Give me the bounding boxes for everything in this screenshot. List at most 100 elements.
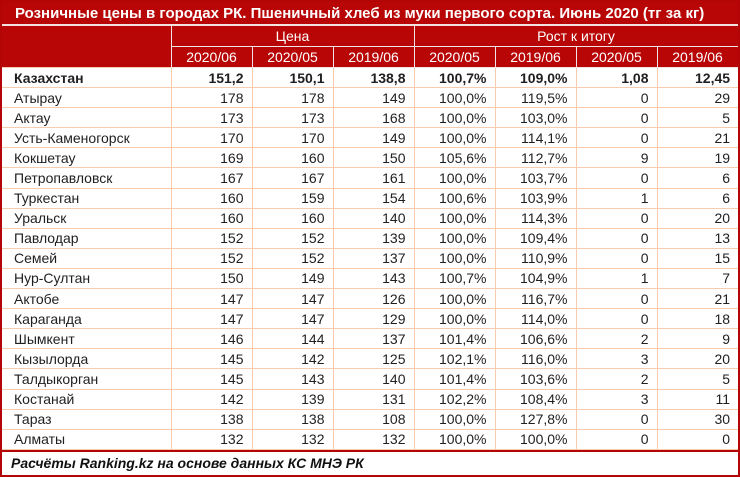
value-cell: 7	[656, 267, 738, 290]
column-header: 2020/06	[170, 46, 253, 68]
value-cell: 102,2%	[413, 388, 496, 410]
table-row: Актау 173 173 168 100,0% 103,0% 0 5	[2, 107, 738, 129]
value-cell: 152	[251, 247, 334, 269]
value-cell: 132	[332, 428, 415, 451]
value-cell: 147	[251, 308, 334, 330]
table-row: Алматы 132 132 132 100,0% 100,0% 0 0	[2, 428, 738, 451]
city-name-cell: Кызылорда	[2, 348, 172, 370]
value-cell: 173	[251, 107, 334, 129]
value-cell: 167	[251, 167, 334, 189]
value-cell: 132	[170, 428, 253, 451]
source-note: Расчёты Ranking.kz на основе данных КС М…	[2, 450, 738, 475]
value-cell: 100,7%	[413, 66, 496, 89]
value-cell: 0	[575, 87, 658, 109]
column-header: 2019/06	[332, 46, 415, 68]
city-name-cell: Кокшетау	[2, 147, 172, 169]
value-cell: 106,6%	[494, 328, 577, 350]
value-cell: 3	[575, 348, 658, 370]
value-cell: 5	[656, 107, 738, 129]
value-cell: 109,0%	[494, 66, 577, 89]
value-cell: 11	[656, 388, 738, 410]
value-cell: 154	[332, 187, 415, 209]
value-cell: 108	[332, 408, 415, 430]
value-cell: 100,0%	[413, 127, 496, 149]
table-row: Караганда 147 147 129 100,0% 114,0% 0 18	[2, 308, 738, 330]
value-cell: 139	[251, 388, 334, 410]
value-cell: 137	[332, 328, 415, 350]
value-cell: 127,8%	[494, 408, 577, 430]
value-cell: 178	[170, 87, 253, 109]
value-cell: 0	[575, 227, 658, 249]
city-name-cell: Алматы	[2, 428, 172, 451]
value-cell: 6	[656, 167, 738, 189]
value-cell: 103,0%	[494, 107, 577, 129]
value-cell: 20	[656, 348, 738, 370]
city-name-cell: Нур-Султан	[2, 267, 172, 290]
value-cell: 160	[251, 207, 334, 229]
table-row: Павлодар 152 152 139 100,0% 109,4% 0 13	[2, 227, 738, 249]
value-cell: 150,1	[251, 66, 334, 89]
column-header: 2019/06	[494, 46, 577, 68]
value-cell: 21	[656, 127, 738, 149]
table-row: Петропавловск 167 167 161 100,0% 103,7% 0 6	[2, 167, 738, 189]
city-name-cell: Петропавловск	[2, 167, 172, 189]
city-name-cell: Павлодар	[2, 227, 172, 249]
value-cell: 149	[332, 87, 415, 109]
value-cell: 173	[170, 107, 253, 129]
value-cell: 9	[656, 328, 738, 350]
value-cell: 119,5%	[494, 87, 577, 109]
table-row: Шымкент 146 144 137 101,4% 106,6% 2 9	[2, 328, 738, 350]
value-cell: 3	[575, 388, 658, 410]
value-cell: 100,6%	[413, 187, 496, 209]
value-cell: 114,0%	[494, 308, 577, 330]
value-cell: 100,0%	[413, 87, 496, 109]
price-table: Цена Рост к итогу 2020/06 2020/05 2019/0…	[2, 25, 738, 451]
value-cell: 145	[170, 348, 253, 370]
value-cell: 137	[332, 247, 415, 269]
value-cell: 103,9%	[494, 187, 577, 209]
value-cell: 167	[170, 167, 253, 189]
value-cell: 100,0%	[413, 288, 496, 310]
value-cell: 168	[332, 107, 415, 129]
table-row: Туркестан 160 159 154 100,6% 103,9% 1 6	[2, 187, 738, 209]
city-name-cell: Семей	[2, 247, 172, 269]
value-cell: 0	[575, 308, 658, 330]
value-cell: 160	[170, 207, 253, 229]
value-cell: 151,2	[170, 66, 253, 89]
value-cell: 29	[656, 87, 738, 109]
value-cell: 1	[575, 187, 658, 209]
value-cell: 150	[332, 147, 415, 169]
value-cell: 116,0%	[494, 348, 577, 370]
value-cell: 142	[170, 388, 253, 410]
table-row: Актобе 147 147 126 100,0% 116,7% 0 21	[2, 288, 738, 310]
value-cell: 100,0%	[413, 308, 496, 330]
city-name-cell: Шымкент	[2, 328, 172, 350]
value-cell: 104,9%	[494, 267, 577, 290]
column-header: 2020/05	[575, 46, 658, 68]
table-row: Усть-Каменогорск 170 170 149 100,0% 114,1% 0 21	[2, 127, 738, 149]
table-row: Уральск 160 160 140 100,0% 114,3% 0 20	[2, 207, 738, 229]
city-name-cell: Уральск	[2, 207, 172, 229]
column-header: 2019/06	[656, 46, 738, 68]
page-title: Розничные цены в городах РК. Пшеничный х…	[2, 2, 738, 25]
value-cell: 1,08	[575, 66, 658, 89]
value-cell: 30	[656, 408, 738, 430]
column-header: 2020/05	[413, 46, 496, 68]
value-cell: 2	[575, 328, 658, 350]
table-header: Цена Рост к итогу 2020/06 2020/05 2019/0…	[2, 25, 738, 68]
value-cell: 0	[575, 247, 658, 269]
value-cell: 0	[575, 408, 658, 430]
table-row: Талдыкорган 145 143 140 101,4% 103,6% 2 5	[2, 368, 738, 390]
value-cell: 160	[170, 187, 253, 209]
value-cell: 0	[575, 207, 658, 229]
city-name-cell: Караганда	[2, 308, 172, 330]
value-cell: 145	[170, 368, 253, 390]
value-cell: 146	[170, 328, 253, 350]
value-cell: 143	[332, 267, 415, 290]
value-cell: 12,45	[656, 66, 738, 89]
value-cell: 0	[575, 288, 658, 310]
value-cell: 112,7%	[494, 147, 577, 169]
value-cell: 101,4%	[413, 368, 496, 390]
value-cell: 0	[575, 428, 658, 451]
